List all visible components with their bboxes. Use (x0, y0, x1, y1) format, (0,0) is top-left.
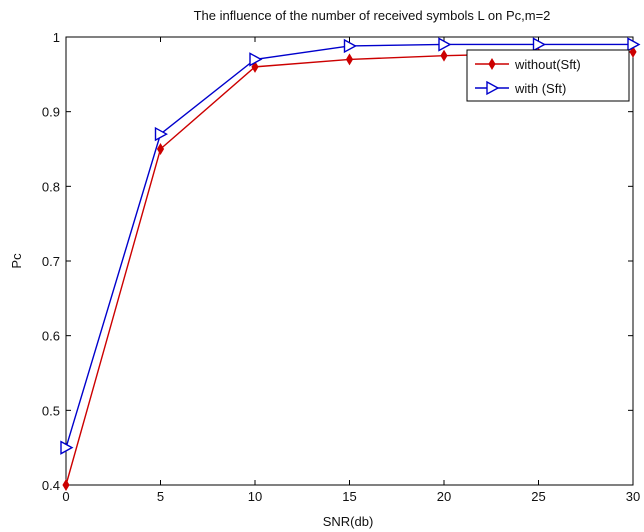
y-tick-label: 0.6 (42, 329, 60, 344)
triangle-marker (486, 80, 500, 96)
legend: without(Sft) with (Sft) (466, 49, 630, 102)
diamond-marker (345, 53, 354, 66)
legend-entry: with (Sft) (475, 80, 566, 96)
plot-area (65, 36, 634, 486)
legend-entry: without(Sft) (475, 57, 581, 72)
triangle-marker (154, 126, 168, 142)
x-tick-label: 15 (342, 489, 356, 504)
triangle-marker (532, 37, 546, 52)
x-tick-label: 20 (437, 489, 451, 504)
legend-label: without(Sft) (514, 57, 581, 72)
y-axis-label: Pc (9, 253, 24, 269)
diamond-marker (488, 58, 496, 70)
x-tick-label: 10 (248, 489, 262, 504)
series-with-sft (60, 37, 641, 455)
legend-label: with (Sft) (514, 81, 566, 96)
y-tick-label: 0.4 (42, 478, 60, 493)
x-tick-label: 30 (626, 489, 640, 504)
triangle-marker (60, 440, 74, 455)
triangle-marker (249, 52, 263, 67)
chart-title: The influence of the number of received … (194, 8, 551, 23)
legend-box (466, 49, 630, 102)
diamond-marker (440, 49, 448, 62)
axis-ticks: 0 5 10 15 20 25 30 0.4 0.5 0.6 0.7 0.8 0.9 1 (42, 30, 640, 504)
y-tick-label: 0.7 (42, 254, 60, 269)
triangle-marker (627, 37, 641, 52)
diamond-marker (156, 143, 165, 155)
triangle-marker (343, 38, 357, 54)
x-tick-label: 0 (62, 489, 69, 504)
y-tick-label: 0.5 (42, 403, 60, 418)
diamond-marker (62, 479, 70, 491)
y-tick-label: 0.8 (42, 179, 60, 194)
x-tick-label: 25 (531, 489, 545, 504)
x-axis-label: SNR(db) (323, 514, 374, 529)
y-tick-label: 0.9 (42, 105, 60, 120)
y-tick-label: 1 (53, 30, 60, 45)
triangle-marker (438, 37, 452, 52)
diamond-marker (251, 60, 259, 73)
x-tick-label: 5 (157, 489, 164, 504)
diamond-marker (629, 45, 637, 58)
